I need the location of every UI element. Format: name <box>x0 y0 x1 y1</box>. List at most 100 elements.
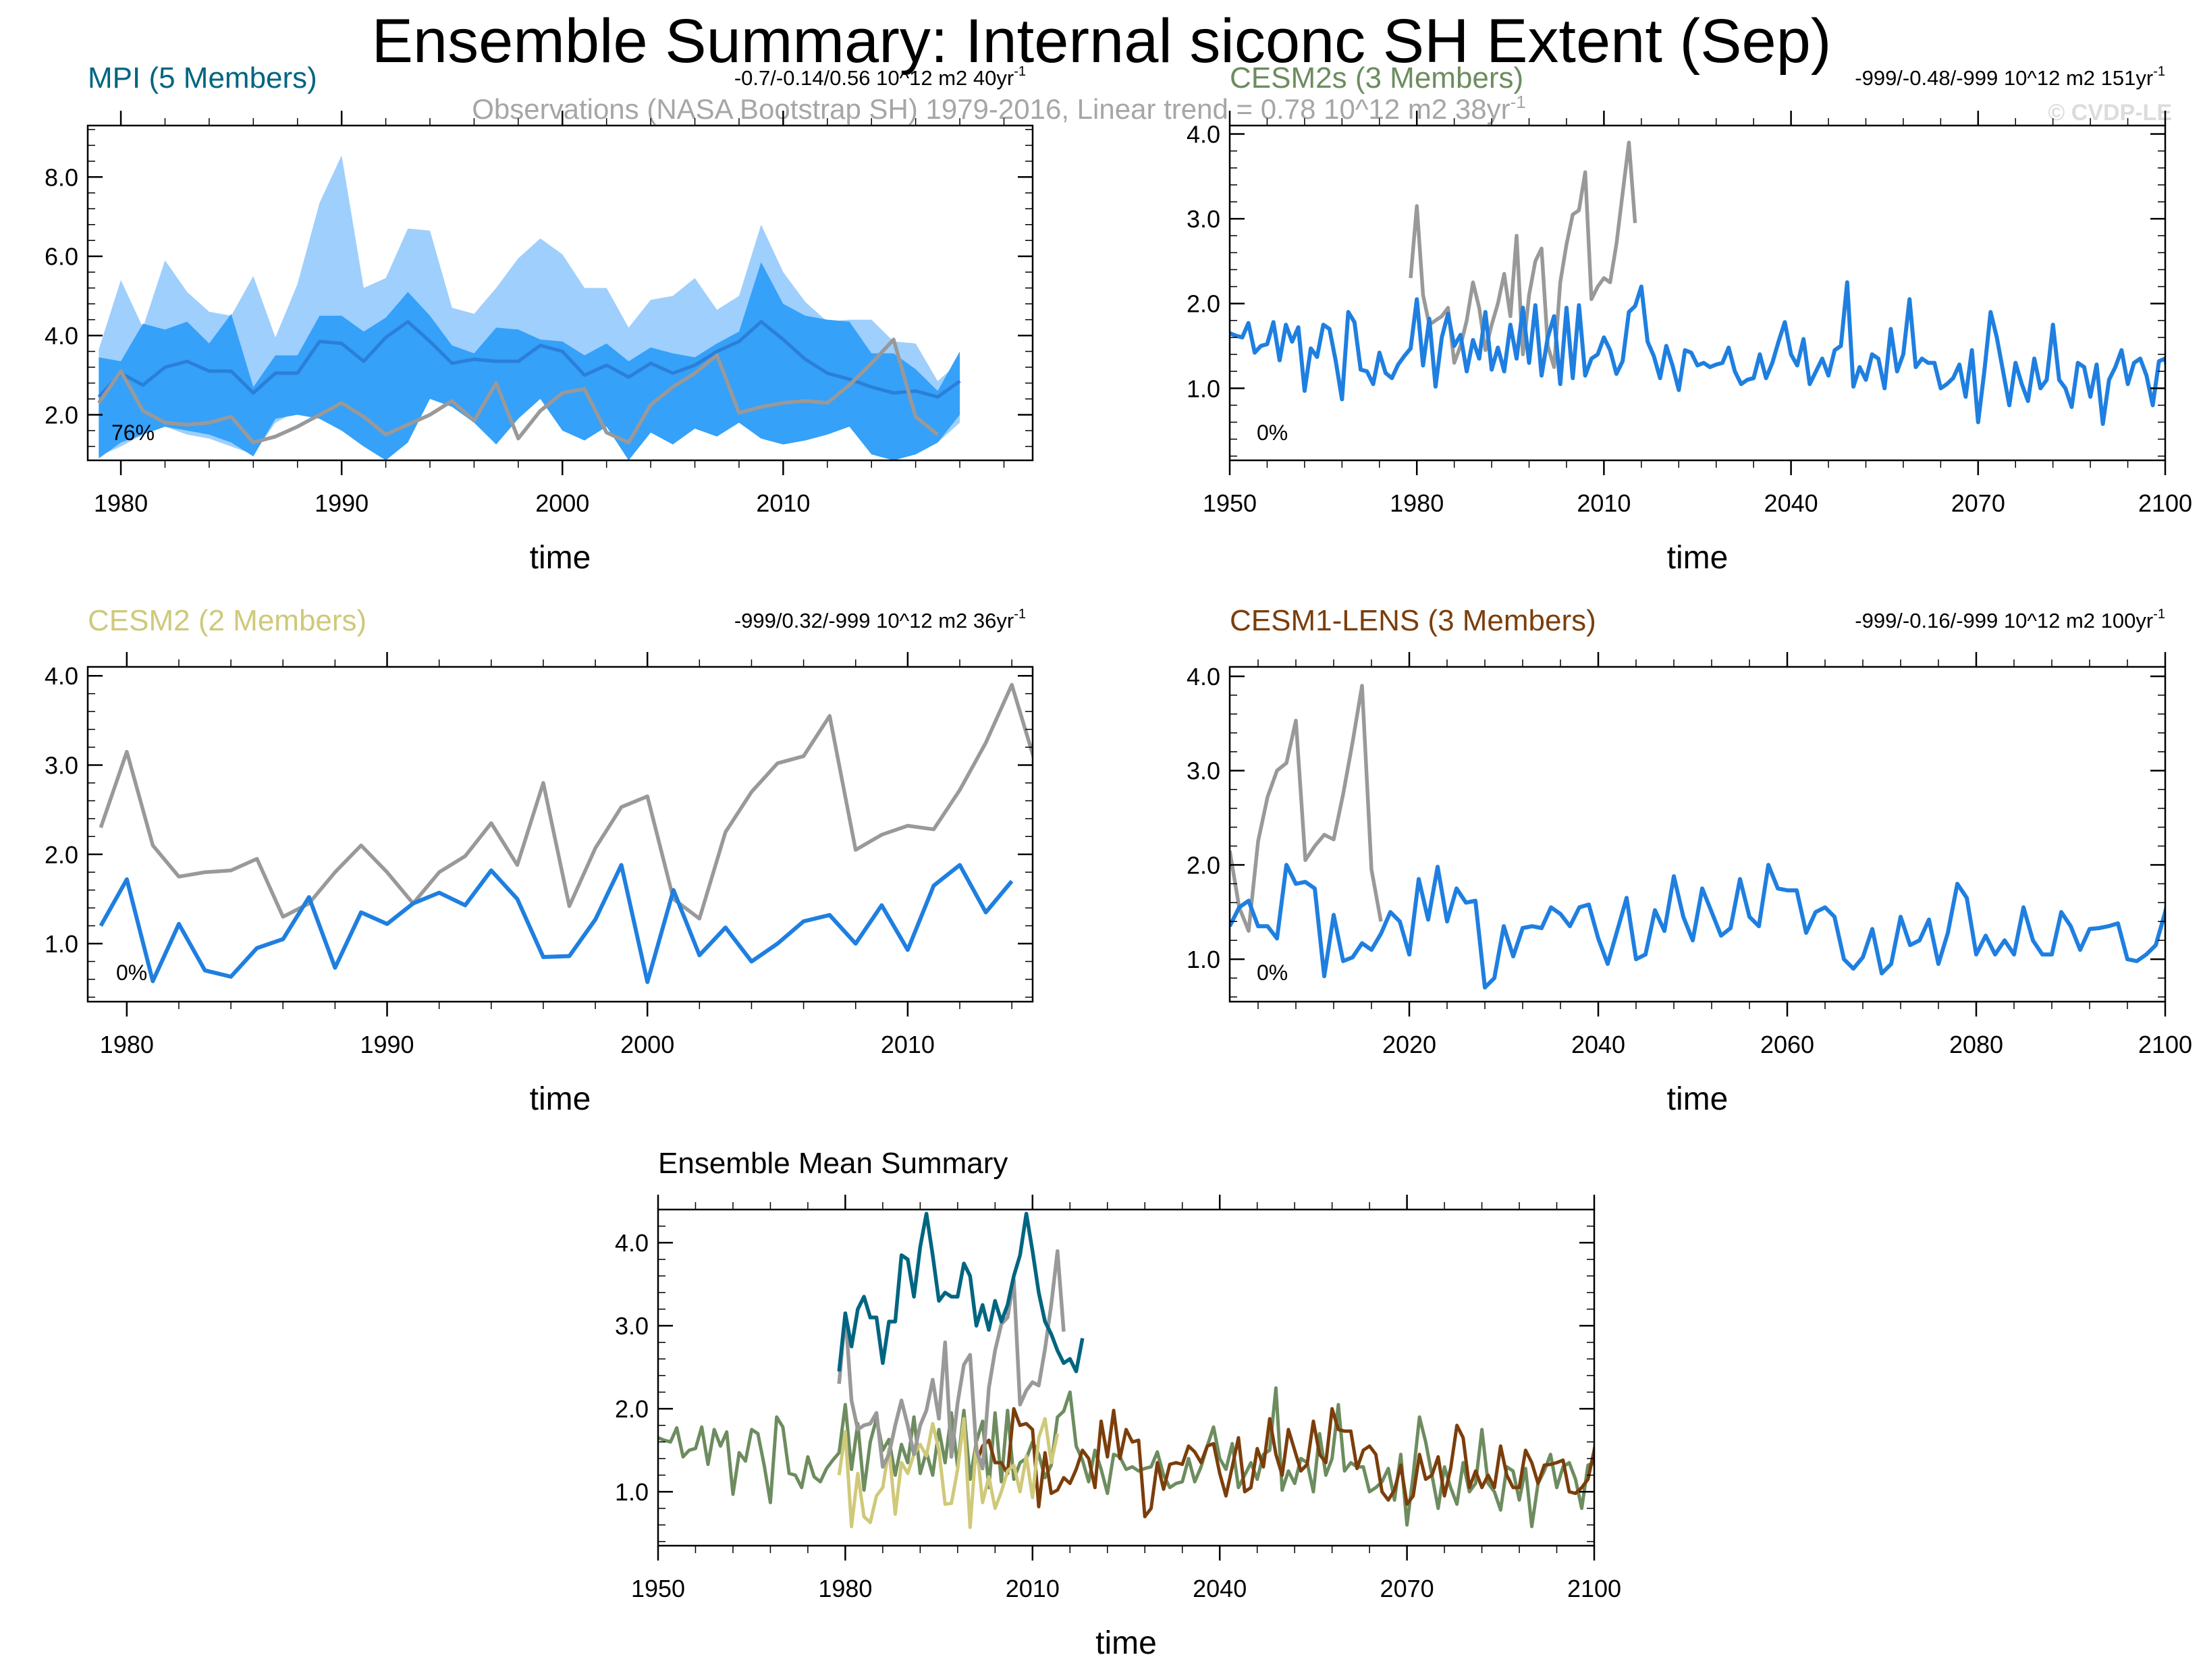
cesm1-stats-sup: -1 <box>2153 607 2165 622</box>
ensemble_mean-xtick-label: 1980 <box>818 1575 872 1602</box>
cesm2s-ytick-label: 3.0 <box>1187 205 1220 233</box>
mpi-ytick-label: 6.0 <box>45 243 78 271</box>
cesm2s-stats-sup: -1 <box>2153 64 2165 79</box>
cesm1-ytick-label: 2.0 <box>1187 851 1220 879</box>
cesm2s-series-obs <box>1409 140 1637 369</box>
cesm2s-frame <box>1228 124 2167 462</box>
ensemble_mean-series-mpi <box>837 1212 1085 1374</box>
cesm2-pct-label: 0% <box>116 960 147 985</box>
mpi-series-mean <box>97 320 961 399</box>
cesm1-xtick-label: 2100 <box>2138 1031 2192 1058</box>
cesm1-stats: -999/-0.16/-999 10^12 m2 100yr-1 <box>1855 607 2165 632</box>
cesm2-xtick-label: 2010 <box>881 1031 935 1058</box>
observations-subtitle: Observations (NASA Bootstrap SH) 1979-20… <box>472 92 1526 125</box>
mpi-stats-text: -0.7/-0.14/0.56 10^12 m2 40yr <box>734 66 1014 90</box>
cesm1-pct-label: 0% <box>1257 960 1288 985</box>
mpi-ytick-label: 4.0 <box>45 322 78 350</box>
cesm1-frame <box>1228 666 2167 1003</box>
cesm2s-stats: -999/-0.48/-999 10^12 m2 151yr-1 <box>1855 64 2165 90</box>
mpi-stats: -0.7/-0.14/0.56 10^12 m2 40yr-1 <box>734 64 1026 90</box>
mpi-ytick-label: 8.0 <box>45 163 78 191</box>
cesm2s-ytick-label: 4.0 <box>1187 121 1220 148</box>
cesm2-frame <box>86 666 1034 1003</box>
cesm2-xtick-label: 1980 <box>100 1031 154 1058</box>
cesm2-plot-area <box>99 682 1033 984</box>
cesm2-stats-sup: -1 <box>1014 607 1026 622</box>
cesm2s-pct-label: 0% <box>1257 421 1288 445</box>
cesm1-ytick-label: 4.0 <box>1187 663 1220 690</box>
observations-text: Observations (NASA Bootstrap SH) 1979-20… <box>472 93 1510 125</box>
cesm2-ytick-label: 1.0 <box>45 930 78 958</box>
ensemble_mean-ytick-label: 2.0 <box>615 1395 649 1423</box>
mpi-pct-label: 76% <box>111 421 155 445</box>
cesm2s-series-member <box>1230 280 2165 426</box>
mpi-stats-sup: -1 <box>1014 64 1026 79</box>
ensemble_mean-xtick-label: 2100 <box>1567 1575 1621 1602</box>
ensemble_mean-xtick-label: 1950 <box>631 1575 685 1602</box>
mpi-xtick-label: 2000 <box>535 489 589 517</box>
cesm1-xtick-label: 2080 <box>1949 1031 2003 1058</box>
ensemble-mean-panel: Ensemble Mean Summary 1.0 2.0 3.0 4.0 1950 198… <box>615 1147 1621 1661</box>
ensemble_mean-ytick-label: 1.0 <box>615 1478 649 1506</box>
mpi-xtick-label: 1990 <box>315 489 369 517</box>
cesm2-panel: CESM2 (2 Members) -999/0.32/-999 10^12 m2… <box>45 604 1034 1117</box>
mpi-frame <box>86 124 1034 462</box>
cesm2s-xtick-label: 1980 <box>1390 489 1444 517</box>
cesm2s-xlabel: time <box>1667 540 1729 576</box>
cesm2s-xtick-label: 1950 <box>1203 489 1257 517</box>
ensemble_mean-frame <box>657 1208 1596 1547</box>
mpi-xtick-label: 1980 <box>94 489 148 517</box>
cesm1-xtick-label: 2060 <box>1760 1031 1814 1058</box>
cesm1-stats-text: -999/-0.16/-999 10^12 m2 100yr <box>1855 609 2153 632</box>
cesm2s-plot-area <box>1230 140 2165 426</box>
observations-sup: -1 <box>1511 92 1526 112</box>
cesm2-ytick-label: 3.0 <box>45 751 78 779</box>
cesm2s-stats-text: -999/-0.48/-999 10^12 m2 151yr <box>1855 66 2153 90</box>
cesm2s-ytick-label: 1.0 <box>1187 375 1220 402</box>
cesm1-series-member <box>1230 863 2165 990</box>
cesm2s-xtick-label: 2040 <box>1764 489 1818 517</box>
cesm2s-xtick-label: 2010 <box>1577 489 1631 517</box>
mpi-plot-area <box>97 155 961 460</box>
cesm2s-xtick-label: 2070 <box>1951 489 2005 517</box>
cesm1-title: CESM1-LENS (3 Members) <box>1230 604 1596 637</box>
cesm2s-ytick-label: 2.0 <box>1187 290 1220 318</box>
cesm1-lens-panel: CESM1-LENS (3 Members) -999/-0.16/-999 10… <box>1187 604 2192 1117</box>
figure-title: Ensemble Summary: Internal siconc SH Ext… <box>372 7 1832 76</box>
cesm1-xtick-label: 2040 <box>1571 1031 1625 1058</box>
cesm2s-panel: CESM2s (3 Members) -999/-0.48/-999 10^12 … <box>1187 61 2192 576</box>
cesm2-series-obs <box>99 682 1033 921</box>
ensemble_mean-title: Ensemble Mean Summary <box>658 1147 1008 1180</box>
cesm2-xtick-label: 1990 <box>360 1031 414 1058</box>
ensemble_mean-ytick-label: 3.0 <box>615 1312 649 1340</box>
cesm1-ytick-label: 1.0 <box>1187 946 1220 973</box>
cesm1-ytick-label: 3.0 <box>1187 757 1220 785</box>
cesm1-xtick-label: 2020 <box>1382 1031 1436 1058</box>
ensemble_mean-xtick-label: 2070 <box>1380 1575 1434 1602</box>
watermark: © CVDP-LE <box>2048 100 2172 126</box>
ensemble_mean-plot-area <box>658 1212 1594 1529</box>
mpi-xtick-label: 2010 <box>756 489 810 517</box>
cesm2-xtick-label: 2000 <box>620 1031 674 1058</box>
cesm2-title: CESM2 (2 Members) <box>88 604 366 637</box>
cesm2-ytick-label: 4.0 <box>45 662 78 690</box>
mpi-xlabel: time <box>530 540 591 576</box>
cesm1-plot-area <box>1230 684 2165 990</box>
cesm2s-xtick-label: 2100 <box>2138 489 2192 517</box>
cesm1-xlabel: time <box>1667 1081 1729 1117</box>
ensemble_mean-xtick-label: 2010 <box>1006 1575 1060 1602</box>
mpi-ytick-label: 2.0 <box>45 401 78 429</box>
ensemble_mean-series-obs <box>837 1249 1066 1471</box>
ensemble_mean-xtick-label: 2040 <box>1193 1575 1247 1602</box>
cesm2-xlabel: time <box>530 1081 591 1117</box>
mpi-panel: MPI (5 Members) -0.7/-0.14/0.56 10^12 m2 … <box>45 61 1034 576</box>
mpi-series-obs <box>97 337 940 445</box>
cesm2-stats: -999/0.32/-999 10^12 m2 36yr-1 <box>734 607 1026 632</box>
cesm1-series-obs <box>1230 684 1383 933</box>
cesm2s-title: CESM2s (3 Members) <box>1230 61 1523 94</box>
ensemble_mean-ytick-label: 4.0 <box>615 1229 649 1257</box>
cesm2-series-member <box>99 863 1014 984</box>
ensemble_mean-series-cesm1 <box>975 1407 1594 1519</box>
ensemble_mean-xlabel: time <box>1095 1625 1157 1661</box>
